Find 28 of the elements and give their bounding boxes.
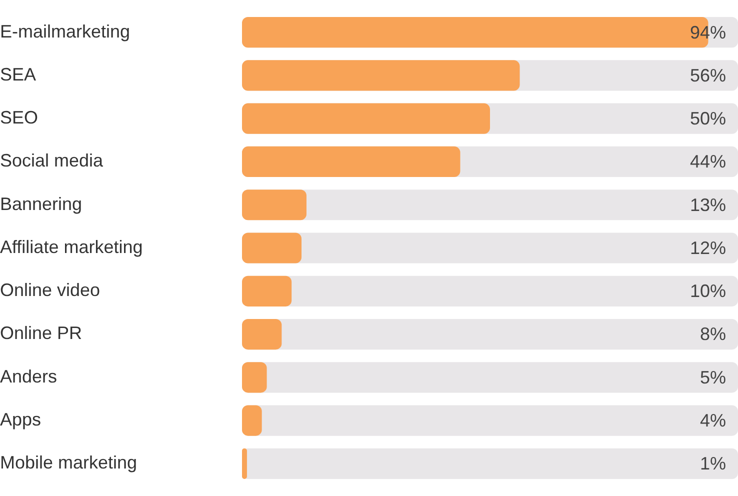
data-label: 1% bbox=[700, 454, 726, 474]
bar bbox=[242, 318, 282, 350]
bar bbox=[242, 276, 292, 306]
y-tick-label: Social media bbox=[0, 150, 104, 171]
bar bbox=[242, 448, 247, 479]
y-tick-label: Affiliate marketing bbox=[0, 236, 143, 257]
data-label: 44% bbox=[690, 152, 726, 172]
data-label: 4% bbox=[700, 410, 726, 430]
data-label: 5% bbox=[700, 367, 726, 388]
y-tick-label: Bannering bbox=[0, 194, 82, 214]
data-label: 50% bbox=[690, 108, 726, 129]
data-label: 12% bbox=[690, 238, 726, 258]
y-tick-label: SEA bbox=[0, 64, 36, 84]
y-tick-label: Online video bbox=[0, 280, 100, 300]
y-tick-label: Online PR bbox=[0, 323, 82, 344]
bar bbox=[242, 232, 302, 264]
data-label: 10% bbox=[690, 281, 726, 302]
data-label: 8% bbox=[700, 324, 726, 344]
bar bbox=[242, 405, 262, 436]
y-tick-label: E-mailmarketing bbox=[0, 21, 130, 42]
bar bbox=[242, 190, 306, 220]
data-label: 13% bbox=[690, 194, 726, 215]
y-tick-label: Anders bbox=[0, 366, 58, 386]
data-label: 56% bbox=[690, 65, 726, 86]
y-tick-label: Apps bbox=[0, 409, 42, 430]
y-tick-label: Mobile marketing bbox=[0, 452, 138, 473]
bar bbox=[242, 362, 267, 393]
y-tick-label: SEO bbox=[0, 108, 38, 128]
